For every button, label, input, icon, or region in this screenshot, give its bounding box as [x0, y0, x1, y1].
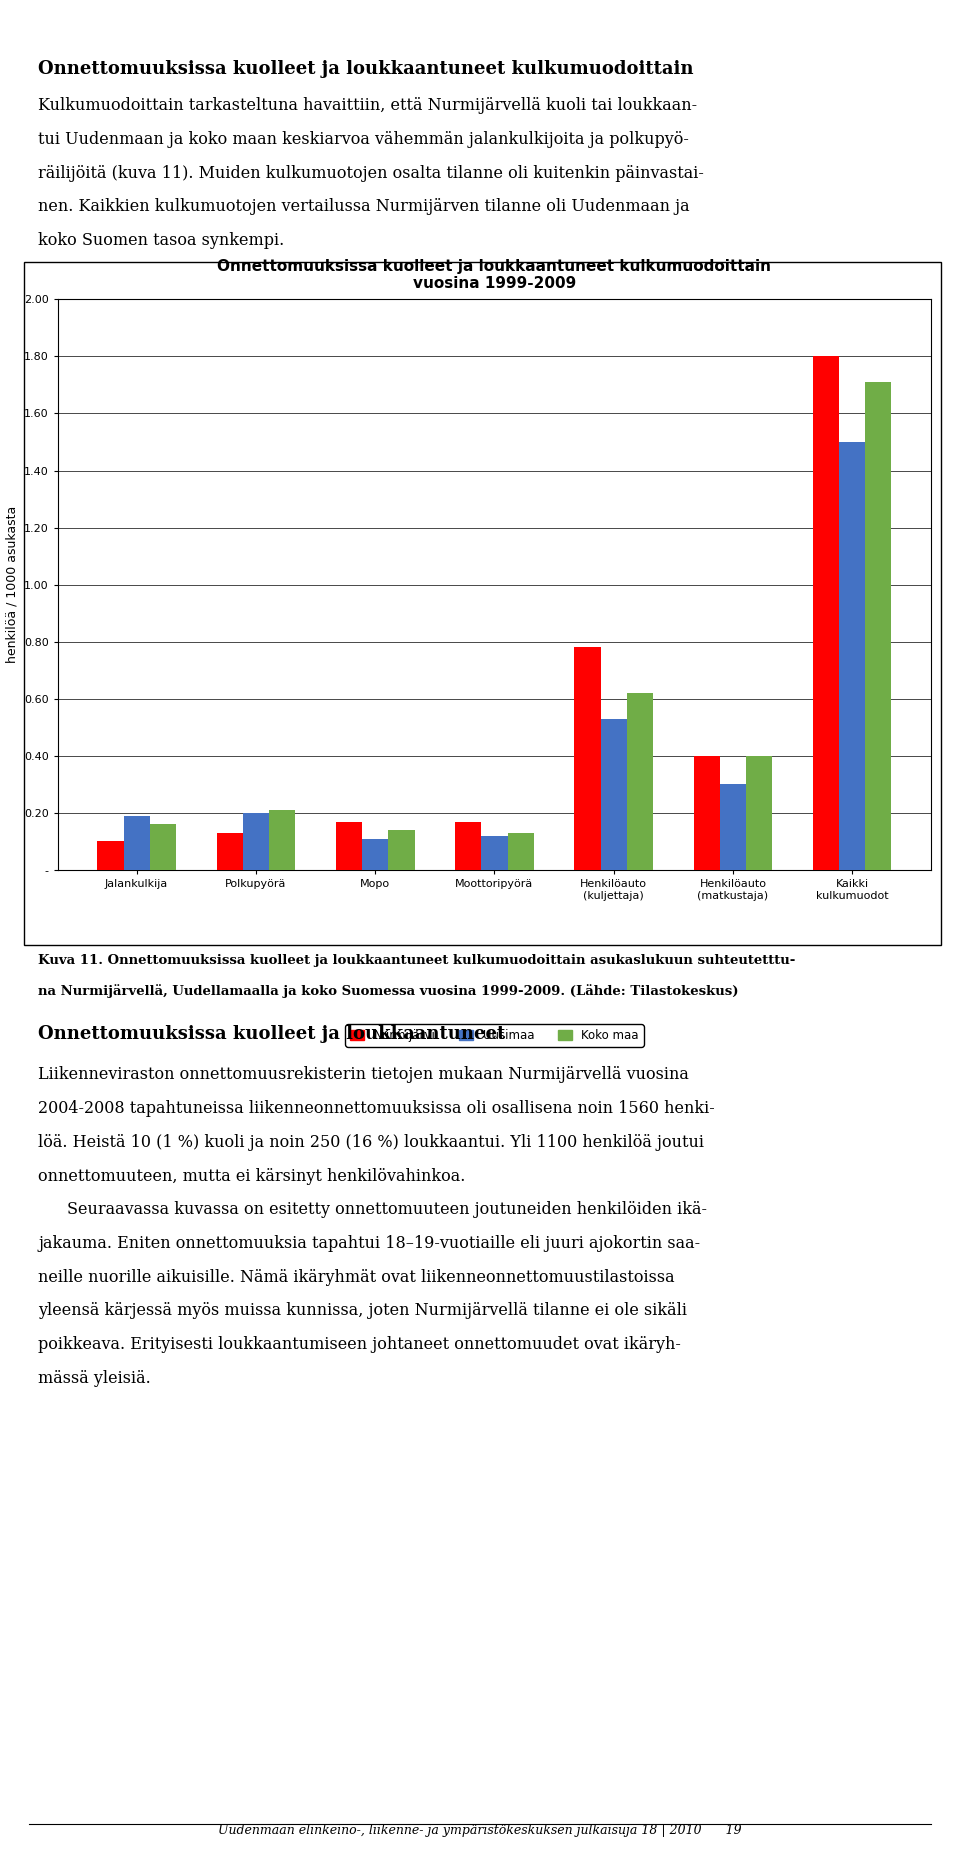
Text: 2004-2008 tapahtuneissa liikenneonnettomuuksissa oli osallisena noin 1560 henki-: 2004-2008 tapahtuneissa liikenneonnettom… — [38, 1100, 715, 1117]
Text: Liikenneviraston onnettomuusrekisterin tietojen mukaan Nurmijärvellä vuosina: Liikenneviraston onnettomuusrekisterin t… — [38, 1066, 689, 1083]
Bar — [839, 442, 865, 870]
Text: tui Uudenmaan ja koko maan keskiarvoa vähemmän jalankulkijoita ja polkupyö-: tui Uudenmaan ja koko maan keskiarvoa vä… — [38, 131, 689, 148]
Bar — [243, 812, 269, 870]
Title: Onnettomuuksissa kuolleet ja loukkaantuneet kulkumuodoittain
vuosina 1999-2009: Onnettomuuksissa kuolleet ja loukkaantun… — [217, 258, 772, 292]
Bar — [362, 838, 388, 870]
Bar — [813, 355, 839, 870]
Bar — [574, 647, 601, 870]
Text: neille nuorille aikuisille. Nämä ikäryhmät ovat liikenneonnettomuustilastoissa: neille nuorille aikuisille. Nämä ikäryhm… — [38, 1269, 675, 1285]
Bar — [746, 756, 772, 870]
Bar — [124, 816, 150, 870]
Text: na Nurmijärvellä, Uudellamaalla ja koko Suomessa vuosina 1999-2009. (Lähde: Tila: na Nurmijärvellä, Uudellamaalla ja koko … — [38, 984, 739, 997]
Bar — [97, 842, 124, 870]
Text: onnettomuuteen, mutta ei kärsinyt henkilövahinkoa.: onnettomuuteen, mutta ei kärsinyt henkil… — [38, 1168, 466, 1184]
Bar — [481, 836, 508, 870]
Bar — [336, 821, 362, 870]
Text: nen. Kaikkien kulkumuotojen vertailussa Nurmijärven tilanne oli Uudenmaan ja: nen. Kaikkien kulkumuotojen vertailussa … — [38, 198, 690, 215]
Text: yleensä kärjessä myös muissa kunnissa, joten Nurmijärvellä tilanne ei ole sikäli: yleensä kärjessä myös muissa kunnissa, j… — [38, 1302, 687, 1319]
Bar — [217, 833, 243, 870]
Bar — [601, 718, 627, 870]
Text: räilijöitä (kuva 11). Muiden kulkumuotojen osalta tilanne oli kuitenkin päinvast: räilijöitä (kuva 11). Muiden kulkumuotoj… — [38, 165, 705, 181]
Bar — [150, 825, 176, 870]
Text: Seuraavassa kuvassa on esitetty onnettomuuteen joutuneiden henkilöiden ikä-: Seuraavassa kuvassa on esitetty onnettom… — [67, 1201, 708, 1218]
Bar — [627, 692, 653, 870]
Text: mässä yleisiä.: mässä yleisiä. — [38, 1370, 151, 1386]
Bar — [269, 810, 296, 870]
Text: Kuva 11. Onnettomuuksissa kuolleet ja loukkaantuneet kulkumuodoittain asukasluku: Kuva 11. Onnettomuuksissa kuolleet ja lo… — [38, 954, 796, 967]
Text: löä. Heistä 10 (1 %) kuoli ja noin 250 (16 %) loukkaantui. Yli 1100 henkilöä jou: löä. Heistä 10 (1 %) kuoli ja noin 250 (… — [38, 1134, 705, 1151]
Legend: Nurmijärvi, Uusimaa, Koko maa: Nurmijärvi, Uusimaa, Koko maa — [346, 1023, 643, 1046]
Y-axis label: henkilöä / 1000 asukasta: henkilöä / 1000 asukasta — [5, 505, 18, 664]
Text: jakauma. Eniten onnettomuuksia tapahtui 18–19-vuotiaille eli juuri ajokortin saa: jakauma. Eniten onnettomuuksia tapahtui … — [38, 1235, 701, 1252]
Text: Kulkumuodoittain tarkasteltuna havaittiin, että Nurmijärvellä kuoli tai loukkaan: Kulkumuodoittain tarkasteltuna havaittii… — [38, 97, 698, 114]
Text: Onnettomuuksissa kuolleet ja loukkaantuneet: Onnettomuuksissa kuolleet ja loukkaantun… — [38, 1025, 506, 1044]
Bar — [865, 382, 892, 870]
Bar — [720, 784, 746, 870]
Text: Onnettomuuksissa kuolleet ja loukkaantuneet kulkumuodoittain: Onnettomuuksissa kuolleet ja loukkaantun… — [38, 60, 694, 79]
Bar — [388, 831, 415, 870]
Text: poikkeava. Erityisesti loukkaantumiseen johtaneet onnettomuudet ovat ikäryh-: poikkeava. Erityisesti loukkaantumiseen … — [38, 1336, 682, 1353]
Bar — [508, 833, 534, 870]
Bar — [455, 821, 481, 870]
Bar — [693, 756, 720, 870]
Text: Uudenmaan elinkeino-, liikenne- ja ympäristökeskuksen julkaisuja 18 | 2010      : Uudenmaan elinkeino-, liikenne- ja ympär… — [218, 1824, 742, 1837]
Text: koko Suomen tasoa synkempi.: koko Suomen tasoa synkempi. — [38, 232, 285, 249]
